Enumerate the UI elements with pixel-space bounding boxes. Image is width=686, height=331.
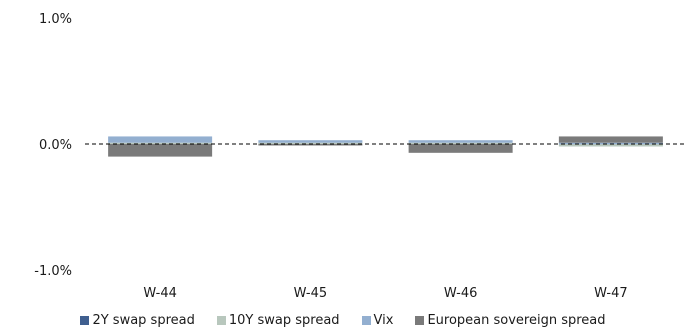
- legend-label: Vix: [373, 312, 394, 328]
- bar-segment: [558, 142, 663, 145]
- y-tick-label: 0.0%: [39, 138, 72, 153]
- bar-segment: [408, 144, 513, 153]
- bar-segment: [258, 144, 363, 146]
- y-tick-label: -1.0%: [34, 264, 72, 279]
- legend-swatch: [415, 315, 425, 325]
- y-tick-label: 1.0%: [39, 12, 72, 27]
- legend-label: 10Y swap spread: [228, 312, 340, 328]
- x-category-label: W-45: [294, 286, 328, 301]
- legend-item: 10Y swap spread: [216, 312, 340, 328]
- legend-item: 2Y swap spread: [80, 312, 195, 328]
- y-axis-ticks: 1.0% 0.0% -1.0%: [34, 12, 72, 279]
- bar-segment: [108, 136, 213, 143]
- bars-layer: [108, 136, 663, 157]
- legend: 2Y swap spread 10Y swap spread Vix European…: [0, 309, 686, 331]
- x-category-label: W-46: [444, 286, 478, 301]
- legend-swatch: [216, 315, 226, 325]
- legend-item: Vix: [361, 312, 394, 328]
- x-category-label: W-44: [143, 286, 177, 301]
- legend-item: European sovereign spread: [415, 312, 606, 328]
- legend-label: 2Y swap spread: [92, 312, 195, 328]
- bar-segment: [108, 142, 213, 145]
- legend-swatch: [80, 315, 90, 325]
- bar-segment: [408, 142, 513, 145]
- bar-segment: [558, 136, 663, 143]
- bar-segment: [108, 144, 213, 157]
- bar-segment: [258, 140, 363, 143]
- bar-segment: [258, 142, 363, 145]
- x-axis-categories: W-44 W-45 W-46 W-47: [143, 286, 627, 301]
- bar-segment: [408, 140, 513, 143]
- bar-segment: [558, 144, 663, 147]
- legend-label: European sovereign spread: [427, 312, 606, 328]
- x-category-label: W-47: [594, 286, 628, 301]
- legend-swatch: [361, 315, 371, 325]
